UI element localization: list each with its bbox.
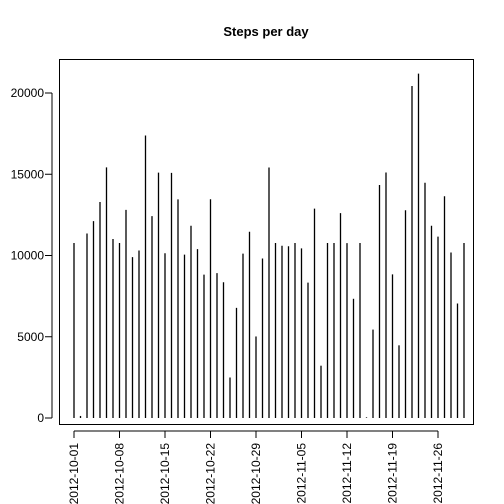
y-tick-label: 5000 (17, 330, 44, 344)
bars (73, 73, 465, 418)
y-tick-label: 0 (37, 411, 44, 425)
x-tick-label: 2012-11-19 (386, 443, 400, 504)
y-tick-label: 10000 (11, 249, 45, 263)
y-axis: 0 5000 10000 15000 20000 (11, 86, 53, 425)
x-tick-label: 2012-11-26 (431, 443, 445, 504)
x-tick-label: 2012-10-15 (158, 443, 172, 504)
x-tick-label: 2012-11-12 (340, 443, 354, 504)
y-tick-label: 20000 (11, 86, 45, 100)
x-tick-label: 2012-11-05 (295, 443, 309, 504)
x-tick-label: 2012-10-01 (67, 443, 81, 504)
chart-title: Steps per day (223, 24, 309, 39)
y-tick-label: 15000 (11, 167, 45, 181)
x-tick-label: 2012-10-08 (113, 443, 127, 504)
x-axis: 2012-10-01 2012-10-08 2012-10-15 2012-10-22… (67, 430, 445, 504)
x-tick-label: 2012-10-22 (204, 443, 218, 504)
plot-box (59, 59, 474, 425)
x-tick-label: 2012-10-29 (249, 443, 263, 504)
